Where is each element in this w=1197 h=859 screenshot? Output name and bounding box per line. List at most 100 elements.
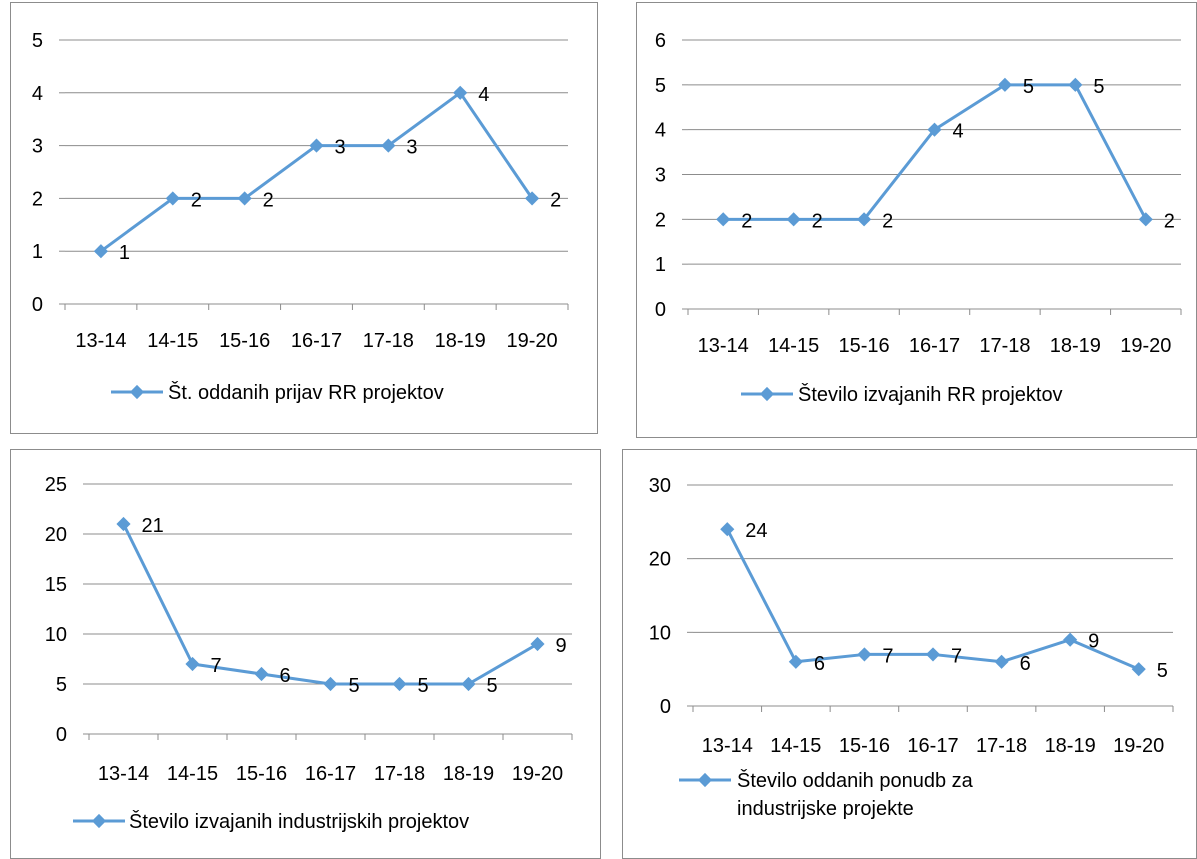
data-point-marker bbox=[997, 77, 1012, 92]
data-label: 2 bbox=[550, 189, 561, 211]
chart-panel-4: 0 10 20 30 13-14 14-15 15-16 16-17 17-18 18-19 19-… bbox=[622, 449, 1197, 859]
data-point-marker bbox=[720, 522, 735, 537]
x-tick-label: 16-17 bbox=[909, 335, 960, 357]
data-point-marker bbox=[927, 122, 942, 137]
data-label: 2 bbox=[741, 210, 752, 232]
x-tick-label: 18-19 bbox=[1045, 735, 1096, 757]
x-tick-label: 16-17 bbox=[305, 763, 356, 785]
data-label: 3 bbox=[406, 137, 417, 159]
chart-panel-1: 0 1 2 3 4 5 13-14 14-15 15-16 16-17 17-18 18-19 19-2… bbox=[10, 2, 598, 434]
data-label: 6 bbox=[1020, 653, 1031, 675]
x-tick-label: 17-18 bbox=[976, 735, 1027, 757]
data-point-marker bbox=[788, 654, 803, 669]
x-tick-label: 17-18 bbox=[374, 763, 425, 785]
y-tick-label: 2 bbox=[32, 188, 43, 210]
legend-label: Število izvajanih RR projektov bbox=[798, 383, 1063, 406]
y-tick-label: 10 bbox=[649, 622, 671, 644]
y-tick-label: 6 bbox=[655, 30, 666, 52]
y-tick-label: 3 bbox=[655, 165, 666, 187]
y-tick-label: 10 bbox=[45, 624, 67, 646]
data-label: 3 bbox=[335, 137, 346, 159]
y-tick-label: 25 bbox=[45, 474, 67, 496]
legend-marker bbox=[759, 386, 775, 402]
x-tick-label: 15-16 bbox=[838, 335, 889, 357]
data-point-marker bbox=[857, 647, 872, 662]
data-label: 4 bbox=[953, 121, 964, 143]
x-tick-label: 13-14 bbox=[702, 735, 753, 757]
x-tick-label: 13-14 bbox=[698, 335, 749, 357]
legend-label-line: industrijske projekte bbox=[737, 798, 914, 820]
y-tick-label: 5 bbox=[32, 30, 43, 52]
data-point-marker bbox=[254, 666, 269, 682]
y-tick-label: 5 bbox=[56, 674, 67, 696]
data-point-marker bbox=[461, 676, 476, 692]
data-point-marker bbox=[237, 191, 252, 206]
x-tick-label: 18-19 bbox=[443, 763, 494, 785]
data-point-marker bbox=[1068, 77, 1083, 92]
chart-svg-1: 0 1 2 3 4 5 13-14 14-15 15-16 16-17 17-18 18-19 19-2… bbox=[32, 30, 569, 404]
y-tick-label: 20 bbox=[649, 549, 671, 571]
legend-label: Število oddanih ponudb za industrijske pr… bbox=[737, 769, 974, 820]
data-label: 2 bbox=[882, 210, 893, 232]
legend-label-line: Število oddanih ponudb za bbox=[737, 769, 974, 792]
data-point-marker bbox=[309, 138, 324, 153]
data-point-marker bbox=[525, 191, 540, 206]
x-tick-label: 14-15 bbox=[167, 763, 218, 785]
x-tick-label: 16-17 bbox=[907, 735, 958, 757]
x-tick-label: 15-16 bbox=[219, 330, 270, 352]
data-point-marker bbox=[453, 85, 468, 100]
x-tick-label: 17-18 bbox=[363, 330, 414, 352]
y-tick-label: 4 bbox=[655, 120, 666, 142]
legend-label: Število izvajanih industrijskih projekto… bbox=[129, 810, 469, 833]
data-point-marker bbox=[185, 656, 200, 672]
chart-svg-3: 0 5 10 15 20 25 13-14 14-15 15-16 16-17 17-18 18-19… bbox=[45, 474, 573, 833]
data-label: 21 bbox=[142, 515, 164, 537]
data-label: 7 bbox=[882, 645, 893, 667]
data-label: 2 bbox=[263, 189, 274, 211]
data-label: 2 bbox=[191, 189, 202, 211]
y-tick-label: 0 bbox=[32, 294, 43, 316]
chart-panel-2: 0 1 2 3 4 5 6 13-14 14-15 15-16 16-17 17-18 18-19 19-… bbox=[636, 2, 1197, 438]
chart-panel-3: 0 5 10 15 20 25 13-14 14-15 15-16 16-17 17-18 18-19… bbox=[10, 449, 601, 859]
x-tick-label: 14-15 bbox=[770, 735, 821, 757]
data-label: 4 bbox=[478, 84, 489, 106]
x-tick-label: 18-19 bbox=[435, 330, 486, 352]
data-label: 2 bbox=[1164, 210, 1175, 232]
x-tick-label: 19-20 bbox=[1113, 735, 1164, 757]
chart-svg-2: 0 1 2 3 4 5 6 13-14 14-15 15-16 16-17 17-18 18-19 19-… bbox=[655, 30, 1182, 406]
y-tick-label: 0 bbox=[660, 696, 671, 718]
data-label: 5 bbox=[1023, 76, 1034, 98]
series-line bbox=[100, 91, 534, 253]
data-label: 9 bbox=[1088, 631, 1099, 653]
data-point-marker bbox=[925, 647, 941, 662]
data-point-marker bbox=[530, 636, 545, 652]
y-tick-label: 20 bbox=[45, 524, 67, 546]
y-tick-label: 1 bbox=[655, 254, 666, 276]
data-point-marker bbox=[381, 138, 396, 153]
y-tick-label: 0 bbox=[655, 299, 666, 321]
x-tick-label: 15-16 bbox=[839, 735, 890, 757]
x-tick-label: 15-16 bbox=[236, 763, 287, 785]
chart-svg-4: 0 10 20 30 13-14 14-15 15-16 16-17 17-18 18-19 19-… bbox=[649, 475, 1174, 820]
data-label: 9 bbox=[556, 635, 567, 657]
data-label: 5 bbox=[1157, 660, 1168, 682]
data-point-marker bbox=[1131, 662, 1146, 677]
data-label: 5 bbox=[349, 675, 360, 697]
data-point-marker bbox=[392, 676, 407, 692]
y-tick-label: 5 bbox=[655, 75, 666, 97]
x-tick-label: 19-20 bbox=[1120, 335, 1171, 357]
y-tick-label: 4 bbox=[32, 83, 43, 105]
data-point-marker bbox=[786, 212, 801, 227]
data-label: 7 bbox=[211, 655, 222, 677]
data-point-marker bbox=[716, 212, 731, 227]
data-point-marker bbox=[1063, 632, 1078, 647]
y-tick-label: 2 bbox=[655, 209, 666, 231]
legend-label: Št. oddanih prijav RR projektov bbox=[168, 381, 444, 404]
x-tick-label: 16-17 bbox=[291, 330, 342, 352]
data-label: 5 bbox=[487, 675, 498, 697]
x-tick-label: 19-20 bbox=[512, 763, 563, 785]
y-tick-label: 15 bbox=[45, 574, 67, 596]
legend-marker bbox=[91, 813, 107, 829]
x-tick-label: 13-14 bbox=[75, 330, 126, 352]
x-tick-label: 13-14 bbox=[98, 763, 149, 785]
